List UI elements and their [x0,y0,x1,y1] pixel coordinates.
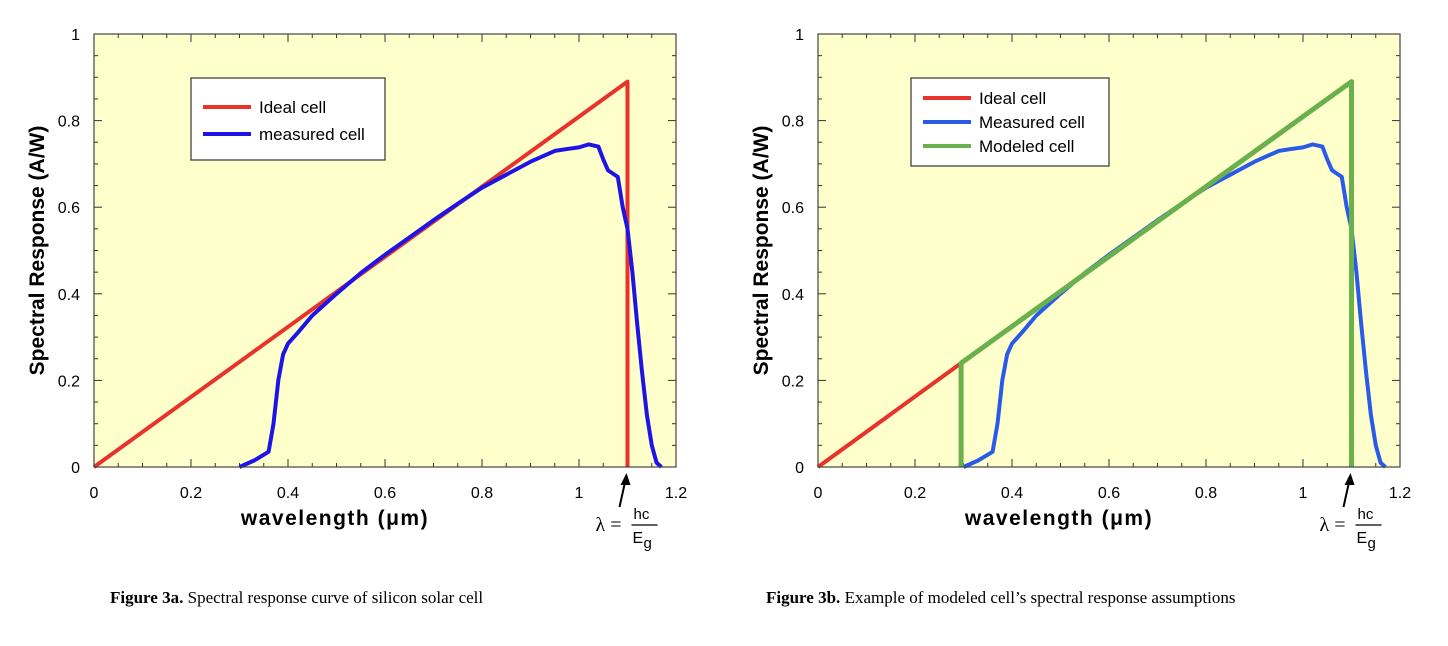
caption-text: Example of modeled cell’s spectral respo… [840,588,1236,607]
x-tick-label: 0.4 [1001,485,1023,502]
annotation-formula: λ = hc E g [1320,506,1382,552]
x-tick-label: 1 [1299,485,1308,502]
caption-3b: Figure 3b. Example of modeled cell’s spe… [766,588,1235,608]
annotation-denominator: E [633,530,644,547]
legend-box [190,77,386,161]
annotation-subscript: g [644,535,652,552]
x-tick-label: 0.2 [904,485,926,502]
y-tick-label: 0.6 [58,200,80,217]
y-axis-label: Spectral Response (A/W) [26,126,49,376]
x-tick-label: 1 [575,485,584,502]
x-tick-label: 0.6 [374,485,396,502]
series-line-0 [92,79,630,469]
legend: Ideal cell measured cell [190,77,386,161]
chart-3a: 0 0.2 0.4 0.6 0.8 1 1.2 0 0.2 0.4 0.6 0.8 1 wavelengt… [26,27,687,552]
y-tick-label: 0.2 [58,373,80,390]
x-tick-label: 0.4 [277,485,299,502]
annotation-formula: λ = hc E g [596,506,658,552]
x-axis-label: wavelength (μm) [240,507,429,530]
y-tick-label: 0 [71,460,80,477]
legend-label-1: measured cell [259,125,365,144]
figure-3b: 0 0.2 0.4 0.6 0.8 1 1.2 0 0.2 0.4 0.6 0.8 1 wavelengt… [724,0,1448,646]
x-tick-label: 0 [90,485,99,502]
legend-label-1: Measured cell [979,113,1085,132]
x-tick-label: 1.2 [665,485,687,502]
annotation-lambda: λ = [1320,514,1346,536]
annotation-numerator: hc [634,506,650,523]
annotation-numerator: hc [1358,506,1374,523]
caption-text: Spectral response curve of silicon solar… [183,588,484,607]
annotation-denominator: E [1357,530,1368,547]
caption-label: Figure 3b. [766,588,841,607]
x-tick-label: 0.8 [471,485,493,502]
annotation-lambda: λ = [596,514,622,536]
y-axis-label: Spectral Response (A/W) [750,126,773,376]
series-line-2 [958,79,1354,467]
y-tick-label: 0.8 [58,114,80,131]
x-tick-label: 0 [814,485,823,502]
x-tick-label: 1.2 [1389,485,1411,502]
annotation-arrowhead [620,473,631,485]
y-tick-label: 0.8 [782,114,804,131]
annotation-subscript: g [1368,535,1376,552]
y-tick-label: 0 [795,460,804,477]
x-tick-label: 0.2 [180,485,202,502]
caption-3a: Figure 3a. Spectral response curve of si… [110,588,483,608]
x-tick-label: 0.6 [1098,485,1120,502]
plot-frame [93,33,677,468]
y-tick-label: 0.2 [782,373,804,390]
x-axis-label: wavelength (μm) [964,507,1153,530]
chart-3b: 0 0.2 0.4 0.6 0.8 1 1.2 0 0.2 0.4 0.6 0.8 1 wavelengt… [750,27,1411,552]
y-tick-label: 1 [71,27,80,44]
y-tick-label: 0.4 [782,287,804,304]
series-line-1 [962,142,1387,469]
x-tick-label: 0.8 [1195,485,1217,502]
legend: Ideal cell Measured cell Modeled cell [910,77,1110,167]
figure-3a: 0 0.2 0.4 0.6 0.8 1 1.2 0 0.2 0.4 0.6 0.8 1 wavelengt… [26,27,687,608]
y-tick-label: 1 [795,27,804,44]
caption-label: Figure 3a. [110,588,184,607]
y-tick-label: 0.4 [58,287,80,304]
legend-label-0: Ideal cell [979,89,1046,108]
series-line-0 [816,361,963,469]
plot-frame [817,33,1401,468]
legend-label-2: Modeled cell [979,137,1074,156]
y-tick-label: 0.6 [782,200,804,217]
series-line-1 [238,142,663,469]
legend-label-0: Ideal cell [259,98,326,117]
annotation-arrowhead [1344,473,1355,485]
